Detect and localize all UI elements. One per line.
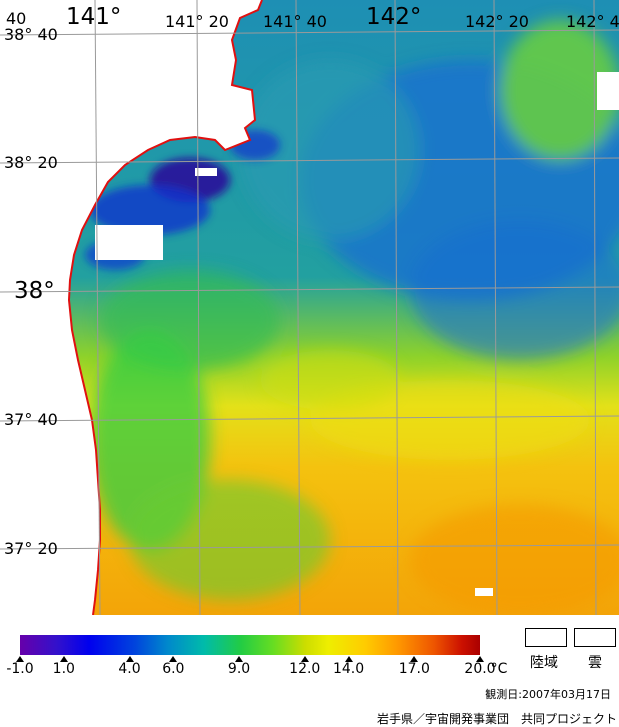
sea-surface-temperature-map	[0, 0, 619, 615]
land-area	[0, 0, 262, 615]
cloud-swatch	[574, 628, 616, 647]
scale-tick-label: 9.0	[227, 661, 251, 677]
latitude-label-37-20: 37° 20	[4, 539, 58, 558]
longitude-label-142-40: 142° 4	[566, 12, 619, 31]
cloud-patch	[195, 168, 217, 176]
unit-label: °C	[490, 661, 508, 677]
scale-tick-label: 4.0	[118, 661, 141, 677]
latitude-label-38-40: 38° 40	[4, 25, 58, 44]
scale-tick-mark	[59, 656, 68, 662]
latitude-label-38: 38°	[14, 278, 55, 304]
temperature-patches	[90, 20, 619, 615]
scale-tick-mark	[235, 656, 244, 662]
coastline	[67, 0, 263, 615]
scale-tick-mark	[344, 656, 353, 662]
corner-label: 40	[6, 9, 27, 28]
longitude-label-141-40: 141° 40	[263, 12, 327, 31]
longitude-label-141: 141°	[66, 4, 122, 30]
cloud-patch	[597, 72, 619, 110]
latitude-label-37-40: 37° 40	[4, 410, 58, 429]
observation-date: 観測日:2007年03月17日	[485, 688, 611, 701]
cloud-label: 雲	[588, 655, 602, 671]
scale-tick-label: 17.0	[398, 661, 430, 677]
scale-tick-mark	[125, 656, 134, 662]
scale-tick-mark	[16, 656, 24, 662]
scale-tick-mark	[476, 656, 484, 662]
scale-tick-mark	[410, 656, 419, 662]
credit-line: 岩手県／宇宙開発事業団 共同プロジェクト	[376, 712, 617, 726]
scale-tick-label: 12.0	[289, 661, 321, 677]
longitude-label-142: 142°	[366, 4, 422, 30]
longitude-label-141-20: 141° 20	[165, 12, 229, 31]
temperature-color-scale	[20, 635, 480, 655]
scale-tick-label: 20.0	[464, 661, 496, 677]
scale-tick-label: 1.0	[52, 661, 75, 677]
scale-tick-mark	[169, 656, 178, 662]
scale-tick-label: -1.0	[6, 661, 34, 677]
latitude-label-38-20: 38° 20	[4, 153, 58, 172]
land-swatch	[525, 628, 567, 647]
cloud-patch	[95, 225, 163, 260]
graticule	[0, 0, 619, 615]
scale-tick-label: 6.0	[162, 661, 185, 677]
land-label: 陸域	[530, 655, 558, 671]
longitude-label-142-20: 142° 20	[465, 12, 529, 31]
scale-tick-label: 14.0	[332, 661, 365, 677]
cloud-patch	[475, 588, 493, 596]
scale-tick-mark	[300, 656, 309, 662]
